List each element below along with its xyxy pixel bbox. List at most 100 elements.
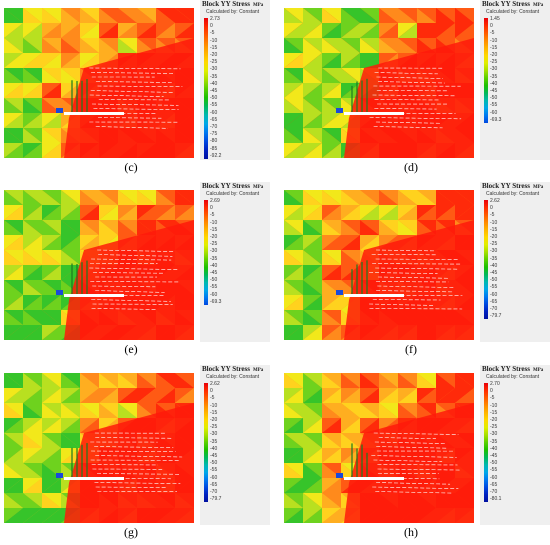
mesh-element — [303, 478, 322, 493]
mesh-element — [118, 23, 137, 38]
mesh-element — [80, 23, 99, 38]
mesh-element — [61, 433, 80, 448]
legend-tick-label: -55 — [210, 467, 218, 474]
mesh-element — [4, 463, 23, 478]
legend-tick-label: -30 — [490, 248, 498, 255]
mesh-element — [284, 38, 303, 53]
mesh-element — [4, 448, 23, 463]
legend-tick-label: -15 — [490, 44, 498, 51]
legend-tick-label: -40 — [490, 262, 498, 269]
mesh-element — [61, 265, 80, 280]
mesh-element — [61, 8, 80, 23]
mesh-element — [284, 143, 303, 158]
fracture-line — [94, 482, 181, 484]
mesh-element — [42, 295, 61, 310]
legend-tick-label: -50 — [490, 277, 498, 284]
mesh-element — [4, 250, 23, 265]
mesh-element — [341, 190, 360, 205]
legend-max-value: 2.62 — [490, 198, 500, 204]
legend-max-value: 2.62 — [210, 381, 220, 387]
mesh-element — [42, 68, 61, 83]
mesh-element — [322, 265, 341, 280]
legend-tick-label: 0 — [490, 23, 493, 30]
legend-tick-label: -50 — [210, 460, 218, 467]
legend-tick-label: -60 — [490, 474, 498, 481]
mesh-element — [175, 190, 194, 205]
mesh-element — [303, 83, 322, 98]
mesh-element — [284, 23, 303, 38]
mesh-element — [284, 433, 303, 448]
mesh-element — [322, 113, 341, 128]
mesh-element — [61, 388, 80, 403]
legend-min-value: -92.2 — [210, 152, 222, 159]
fracture-line — [373, 432, 459, 435]
legend-tick-label: -45 — [490, 270, 498, 277]
mesh-element — [322, 128, 341, 143]
mesh-element — [4, 265, 23, 280]
mesh-element — [23, 83, 42, 98]
mesh-element — [341, 433, 360, 448]
mesh-element — [417, 220, 436, 235]
mesh-element — [436, 190, 455, 205]
mesh-element — [341, 250, 360, 265]
mesh-element — [417, 190, 436, 205]
mesh-element — [80, 235, 99, 250]
legend-tick-label: -35 — [490, 255, 498, 262]
mesh-element — [322, 23, 341, 38]
mesh-element — [80, 53, 99, 68]
legend-tick-label: 0 — [210, 388, 213, 395]
stope-opening — [64, 112, 124, 115]
legend-max-value: 1.45 — [490, 16, 500, 22]
mesh-element — [303, 265, 322, 280]
mesh-element — [341, 403, 360, 418]
mesh-element — [303, 220, 322, 235]
mesh-element — [137, 190, 156, 205]
mesh-element — [341, 235, 360, 250]
mesh-element — [379, 8, 398, 23]
panel-caption: (g) — [124, 525, 138, 539]
legend-tick-label: -15 — [210, 226, 218, 233]
legend-ticks: 2.73 0 -5 -10 -15 -20 -25 -30 -35 -40 -45 -50 -55 -60… — [210, 16, 221, 160]
mesh-element — [99, 38, 118, 53]
stress-contour-plot — [284, 190, 474, 340]
mesh-element — [42, 83, 61, 98]
mesh-element — [398, 23, 417, 38]
mesh-element — [379, 205, 398, 220]
mesh-element — [341, 418, 360, 433]
mesh-element — [23, 388, 42, 403]
fracture-line — [92, 285, 156, 288]
mesh-element — [4, 373, 23, 388]
legend-tick-label: -25 — [210, 424, 218, 431]
mesh-element — [322, 448, 341, 463]
mesh-element — [379, 388, 398, 403]
mesh-element — [23, 478, 42, 493]
mesh-element — [23, 310, 42, 325]
mesh-element — [23, 220, 42, 235]
mesh-element — [303, 418, 322, 433]
mesh-element — [303, 143, 322, 158]
mesh-element — [4, 280, 23, 295]
mesh-element — [303, 128, 322, 143]
mesh-element — [42, 53, 61, 68]
mesh-element — [42, 433, 61, 448]
fracture-line — [91, 72, 174, 74]
mesh-element — [455, 23, 474, 38]
legend-tick-label: -55 — [210, 284, 218, 291]
mesh-element — [118, 373, 137, 388]
fracture-line — [375, 121, 442, 124]
fracture-line — [378, 437, 436, 440]
legend-tick-label: -45 — [210, 88, 218, 95]
legend-tick-label: -5 — [210, 395, 215, 402]
fracture-line — [95, 81, 172, 83]
mesh-element — [99, 23, 118, 38]
stress-contour-plot — [4, 8, 194, 158]
mesh-element — [303, 190, 322, 205]
mesh-element — [23, 418, 42, 433]
mesh-element — [417, 205, 436, 220]
mesh-element — [417, 373, 436, 388]
legend-tick-label: -70 — [210, 489, 218, 496]
legend-tick-label: -45 — [490, 88, 498, 95]
legend-tick-label: -10 — [490, 402, 498, 409]
mesh-element — [322, 235, 341, 250]
panel-c: Block YY Stress MPa Calculated by: Consta… — [4, 0, 270, 174]
